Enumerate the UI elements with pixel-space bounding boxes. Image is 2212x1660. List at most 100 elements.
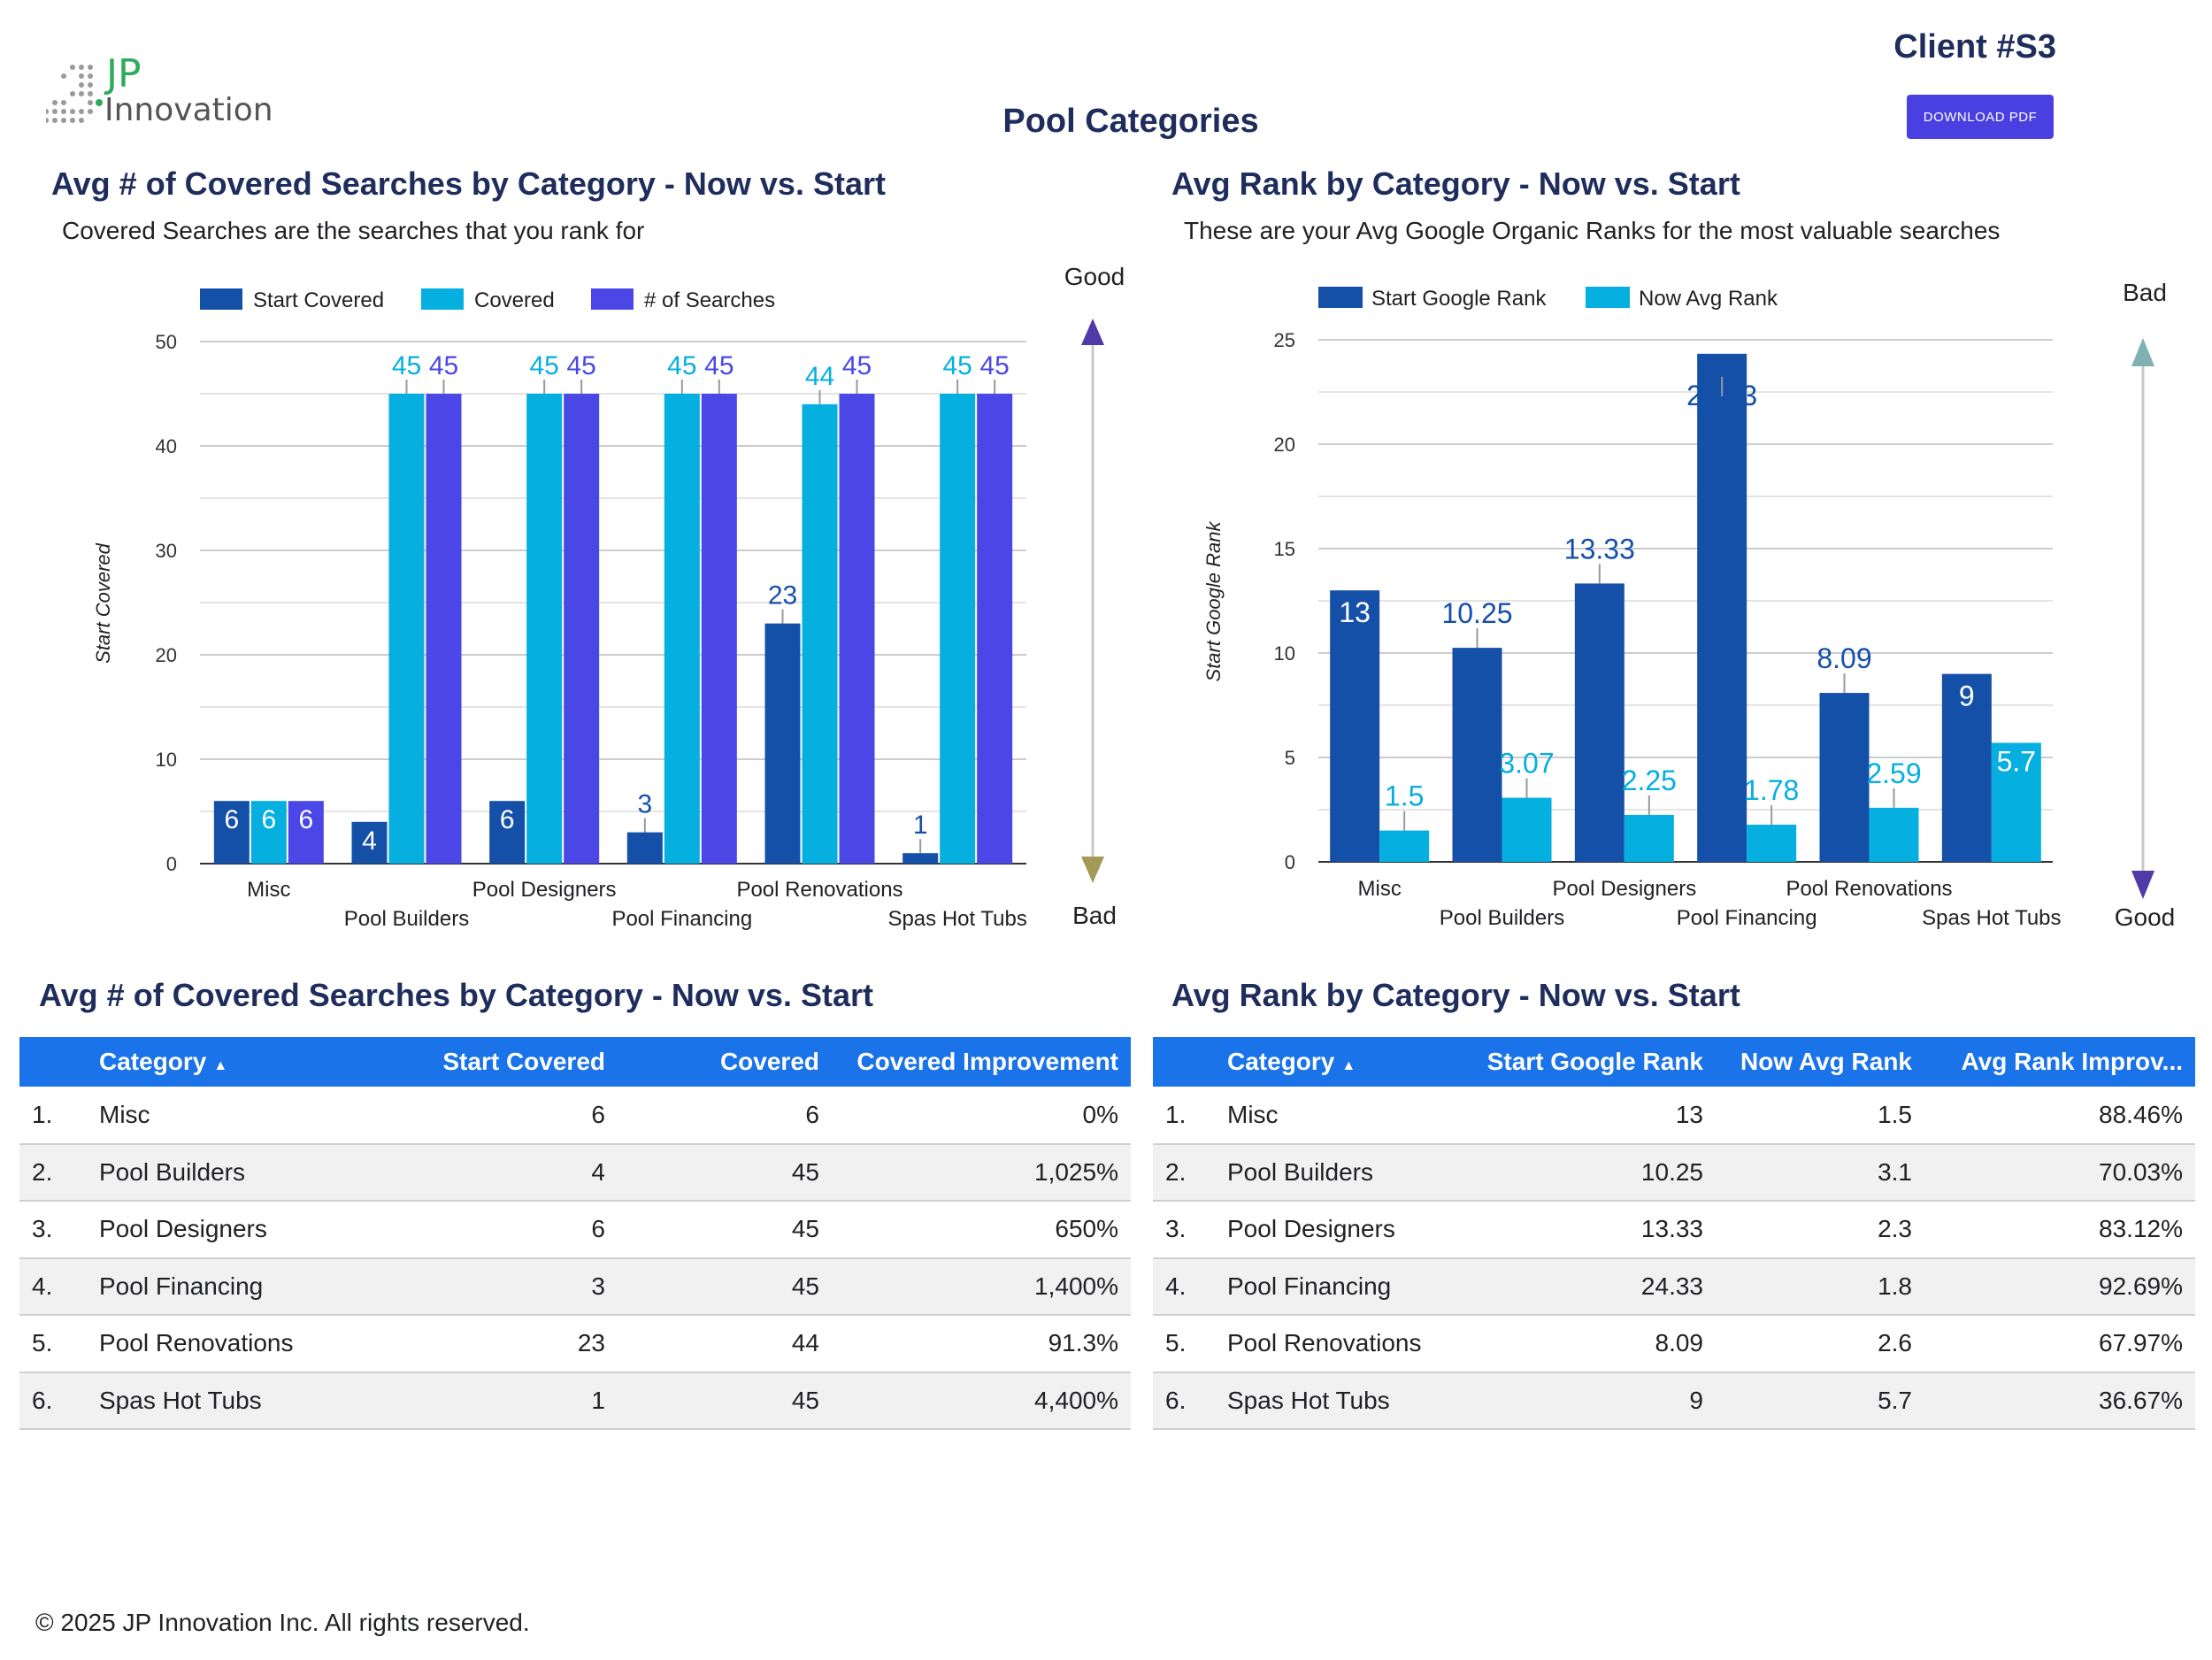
table-row[interactable]: 1. Misc 6 6 0% (19, 1087, 1131, 1145)
table-header-index (1153, 1037, 1215, 1087)
category-cell: Pool Renovations (1215, 1315, 1447, 1373)
legend-swatch (1318, 287, 1363, 308)
data-label: 10.25 (1441, 597, 1512, 629)
data-label: 45 (704, 351, 733, 380)
row-index: 4. (1153, 1257, 1215, 1316)
sort-now-avg-rank-header[interactable]: Now Avg Rank (1716, 1037, 1924, 1087)
value-cell: 13.33 (1447, 1201, 1716, 1259)
x-tick-label: Pool Builders (344, 907, 469, 931)
y-tick-label: 40 (156, 435, 177, 457)
value-cell: 0% (832, 1087, 1131, 1145)
x-tick-label: Misc (247, 878, 290, 902)
legend-label: Start Google Rank (1371, 287, 1547, 311)
value-cell: 3.1 (1716, 1143, 1924, 1202)
category-cell: Pool Financing (1215, 1257, 1447, 1316)
category-cell: Pool Designers (1215, 1201, 1447, 1259)
value-cell: 1,400% (832, 1257, 1131, 1316)
y-axis-label: Start Covered (92, 542, 114, 663)
data-label: 13 (1339, 596, 1371, 628)
bar-2 (564, 394, 600, 864)
data-label: 45 (429, 351, 458, 380)
header-label: Category (99, 1048, 207, 1075)
data-label: 1 (913, 811, 928, 840)
sort-asc-icon: ▲ (213, 1058, 228, 1073)
value-cell: 67.97% (1924, 1315, 2195, 1373)
table-row[interactable]: 6. Spas Hot Tubs 1 45 4,400% (19, 1372, 1131, 1430)
bar-0 (1819, 693, 1870, 862)
table-row[interactable]: 2. Pool Builders 4 45 1,025% (19, 1143, 1131, 1202)
value-cell: 24.33 (1447, 1257, 1716, 1316)
legend-label: Now Avg Rank (1639, 287, 1778, 311)
legend-swatch (421, 288, 464, 310)
table-row[interactable]: 2. Pool Builders 10.25 3.1 70.03% (1153, 1143, 2195, 1202)
value-cell: 1.5 (1716, 1087, 1924, 1145)
bad-label: Bad (1072, 902, 1117, 929)
value-cell: 45 (618, 1143, 832, 1202)
table-row[interactable]: 5. Pool Renovations 23 44 91.3% (19, 1315, 1131, 1373)
sort-covered-header[interactable]: Covered (618, 1037, 832, 1087)
value-cell: 88.46% (1924, 1087, 2195, 1145)
table-row[interactable]: 5. Pool Renovations 8.09 2.6 67.97% (1153, 1315, 2195, 1373)
table-row[interactable]: 6. Spas Hot Tubs 9 5.7 36.67% (1153, 1372, 2195, 1430)
row-index: 3. (1153, 1201, 1215, 1259)
covered-searches-table: Category ▲ Start Covered Covered Covered … (19, 1037, 1131, 1430)
row-index: 6. (1153, 1372, 1215, 1430)
data-label: 6 (224, 805, 239, 834)
table-row[interactable]: 4. Pool Financing 3 45 1,400% (19, 1257, 1131, 1316)
sort-start-google-rank-header[interactable]: Start Google Rank (1447, 1037, 1716, 1087)
data-label: 44 (805, 362, 834, 391)
table1-title: Avg # of Covered Searches by Category - … (39, 977, 873, 1013)
bar-1 (250, 801, 287, 864)
down-arrow-icon (1081, 857, 1104, 883)
bar-0 (626, 832, 663, 864)
data-label: 5.7 (1997, 745, 2036, 777)
page-title: Pool Categories (1002, 103, 1259, 140)
bar-1 (1747, 824, 1797, 862)
bar-1 (1379, 830, 1430, 862)
sort-covered-improvement-header[interactable]: Covered Improvement (832, 1037, 1131, 1087)
row-index: 5. (1153, 1315, 1215, 1373)
sort-category-header[interactable]: Category ▲ (1215, 1037, 1447, 1087)
y-tick-label: 30 (156, 540, 177, 562)
bar-1 (802, 403, 838, 864)
value-cell: 4 (343, 1143, 618, 1202)
category-cell: Misc (1215, 1087, 1447, 1145)
data-label: 3 (637, 790, 652, 819)
x-tick-label: Pool Financing (1677, 906, 1817, 930)
bar-1 (1624, 814, 1674, 862)
value-cell: 4,400% (832, 1372, 1131, 1430)
category-cell: Pool Builders (1215, 1143, 1447, 1202)
bar-2 (288, 801, 324, 864)
y-tick-label: 10 (156, 749, 177, 771)
table-row[interactable]: 3. Pool Designers 6 45 650% (19, 1201, 1131, 1259)
data-label: 2.25 (1622, 765, 1677, 796)
y-tick-label: 25 (1274, 329, 1295, 351)
table-header-index (19, 1037, 87, 1087)
sort-avg-rank-improvement-header[interactable]: Avg Rank Improv... (1924, 1037, 2195, 1087)
bar-1 (1502, 797, 1552, 862)
x-tick-label: Pool Renovations (736, 878, 902, 902)
client-label: Client #S3 (1893, 28, 2056, 65)
sort-category-header[interactable]: Category ▲ (87, 1037, 343, 1087)
good-label: Good (2115, 903, 2176, 931)
download-pdf-button[interactable]: DOWNLOAD PDF (1907, 95, 2054, 139)
table-row[interactable]: 1. Misc 13 1.5 88.46% (1153, 1087, 2195, 1145)
logo: JP Innovation (46, 51, 273, 134)
bad-label: Bad (2123, 279, 2167, 306)
table-row[interactable]: 3. Pool Designers 13.33 2.3 83.12% (1153, 1201, 2195, 1259)
row-index: 1. (1153, 1087, 1215, 1145)
row-index: 2. (1153, 1143, 1215, 1202)
value-cell: 10.25 (1447, 1143, 1716, 1202)
down-arrow-icon (2131, 871, 2154, 899)
logo-text-jp: JP (106, 51, 142, 96)
row-index: 2. (19, 1143, 87, 1202)
row-index: 5. (19, 1315, 87, 1373)
bar-0 (764, 623, 801, 864)
sort-start-covered-header[interactable]: Start Covered (343, 1037, 618, 1087)
bar-1 (526, 394, 563, 864)
value-cell: 36.67% (1924, 1372, 2195, 1430)
table-row[interactable]: 4. Pool Financing 24.33 1.8 92.69% (1153, 1257, 2195, 1316)
bar-0 (1941, 673, 1992, 862)
data-label: 45 (842, 351, 872, 380)
bar-2 (977, 394, 1013, 864)
